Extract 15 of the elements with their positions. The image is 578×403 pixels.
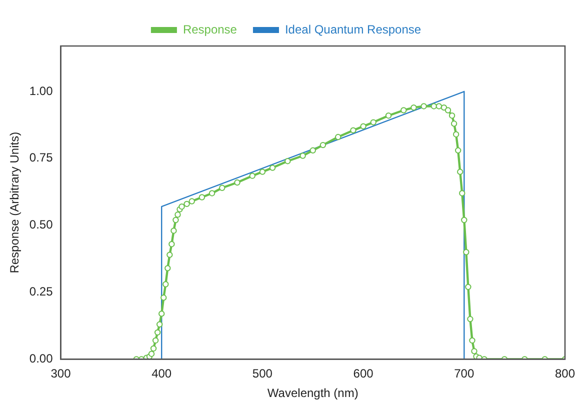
y-tick-label: 0.75: [29, 150, 54, 165]
x-tick-label: 600: [353, 366, 374, 381]
legend-label: Ideal Quantum Response: [284, 22, 422, 36]
x-tick-label: 500: [252, 366, 273, 381]
legend-label: Response: [182, 22, 238, 36]
y-tick-label: 0.25: [29, 284, 54, 299]
x-axis-title: Wavelength (nm): [267, 386, 358, 400]
x-tick-label: 700: [454, 366, 474, 381]
y-tick-label: 1.00: [29, 84, 54, 98]
x-tick-label: 300: [50, 366, 72, 381]
y-tick-label: 0.50: [29, 218, 54, 232]
x-tick-label: 400: [152, 366, 172, 381]
x-tick-label: 800: [554, 366, 576, 381]
y-tick-label: 0.00: [29, 352, 54, 366]
y-axis-title: Response (Arbitrary Units): [8, 132, 22, 274]
